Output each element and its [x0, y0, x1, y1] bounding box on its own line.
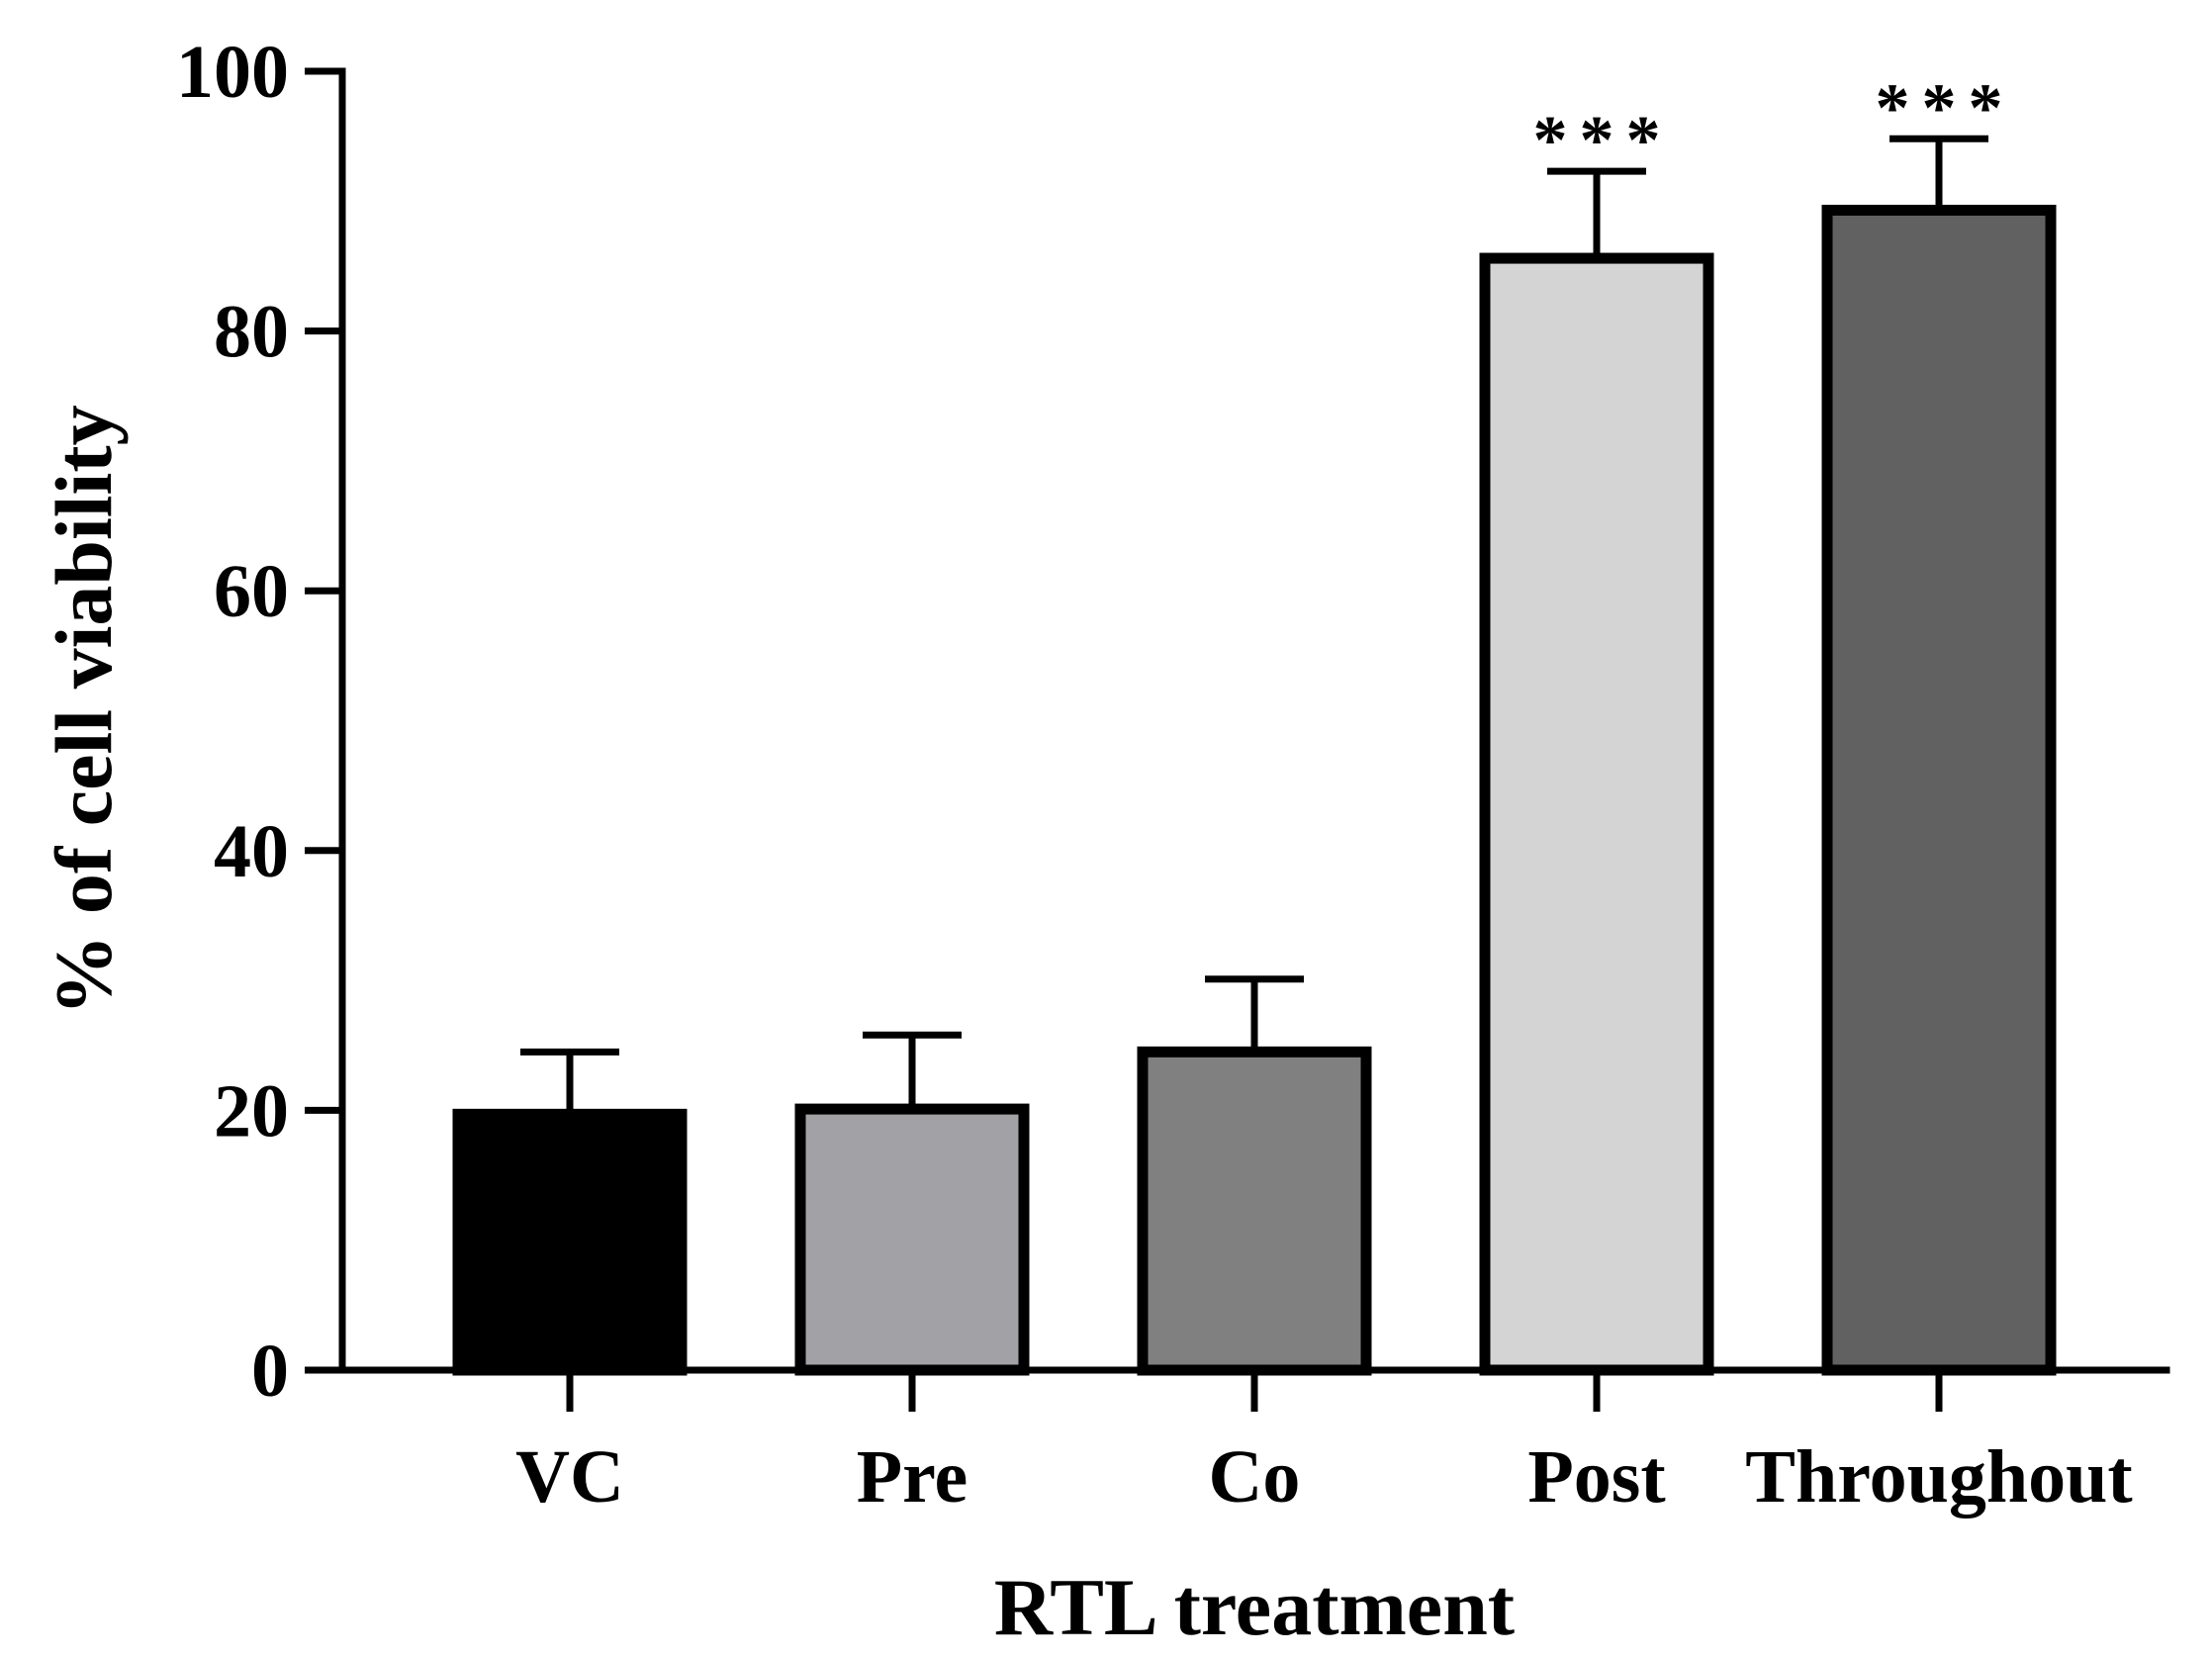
bar-post — [1479, 252, 1714, 1376]
y-tick-label: 80 — [214, 291, 289, 374]
bar-pre — [794, 1103, 1030, 1376]
y-tick-label: 100 — [176, 31, 289, 114]
bars-layer — [452, 204, 2057, 1376]
x-tick-label-co: Co — [1209, 1435, 1301, 1519]
x-tick-label-vc: VC — [515, 1435, 624, 1519]
x-tick-label-post: Post — [1527, 1435, 1665, 1519]
significance-throughout: *** — [1876, 70, 2015, 146]
significance-post: *** — [1533, 103, 1673, 179]
y-tick-label: 40 — [214, 810, 289, 893]
y-axis-title: % of cell viability — [39, 405, 129, 1015]
x-ticks-layer: VC Pre Co Post Throughout — [515, 1370, 2133, 1519]
bar-co — [1137, 1046, 1372, 1376]
y-tick-label: 20 — [214, 1069, 289, 1152]
y-ticks-layer: 0 20 40 60 80 100 — [176, 31, 342, 1413]
x-axis-title: RTL treatment — [994, 1562, 1515, 1652]
bar-throughout — [1821, 204, 2057, 1376]
y-tick-label: 60 — [214, 550, 289, 633]
bar-vc — [452, 1108, 688, 1376]
x-tick-label-pre: Pre — [857, 1435, 968, 1519]
significance-layer: *** *** — [1533, 70, 2015, 179]
y-tick-label: 0 — [251, 1330, 289, 1413]
x-tick-label-throughout: Throughout — [1745, 1435, 2132, 1519]
error-bars-layer — [520, 135, 1988, 1115]
